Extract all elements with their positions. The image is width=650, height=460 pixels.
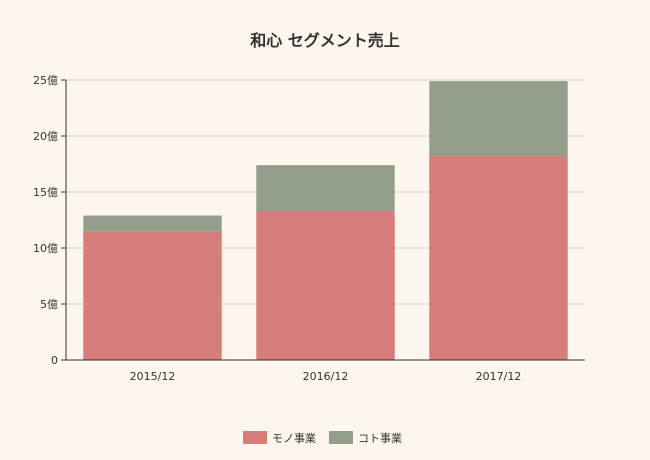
y-tick-label: 15億	[33, 186, 58, 199]
axes	[61, 80, 585, 361]
bars	[83, 81, 568, 360]
x-tick-label: 2017/12	[476, 370, 522, 383]
legend-swatch	[243, 431, 267, 444]
legend-label: コト事業	[358, 432, 402, 445]
x-axis-ticks: 2015/12 2016/12 2017/12	[130, 370, 522, 383]
bar-mono-2017-12	[429, 156, 568, 360]
y-tick-label: 25億	[33, 74, 58, 87]
bar-koto-2016-12	[256, 165, 395, 212]
y-tick-label: 0	[51, 354, 58, 367]
y-tick-label: 5億	[40, 298, 58, 311]
y-axis-ticks: 0 5億 10億 15億 20億 25億	[33, 74, 66, 367]
legend: モノ事業 コト事業	[243, 431, 402, 445]
x-tick-label: 2015/12	[130, 370, 176, 383]
chart-title: 和心 セグメント売上	[250, 31, 400, 50]
bar-koto-2015-12	[83, 215, 222, 232]
legend-swatch	[329, 431, 353, 444]
bar-mono-2015-12	[83, 231, 222, 360]
x-tick-label: 2016/12	[303, 370, 349, 383]
legend-label: モノ事業	[272, 432, 316, 445]
y-tick-label: 20億	[33, 130, 58, 143]
bar-koto-2017-12	[429, 81, 568, 157]
y-tick-label: 10億	[33, 242, 58, 255]
bar-mono-2016-12	[256, 211, 395, 360]
